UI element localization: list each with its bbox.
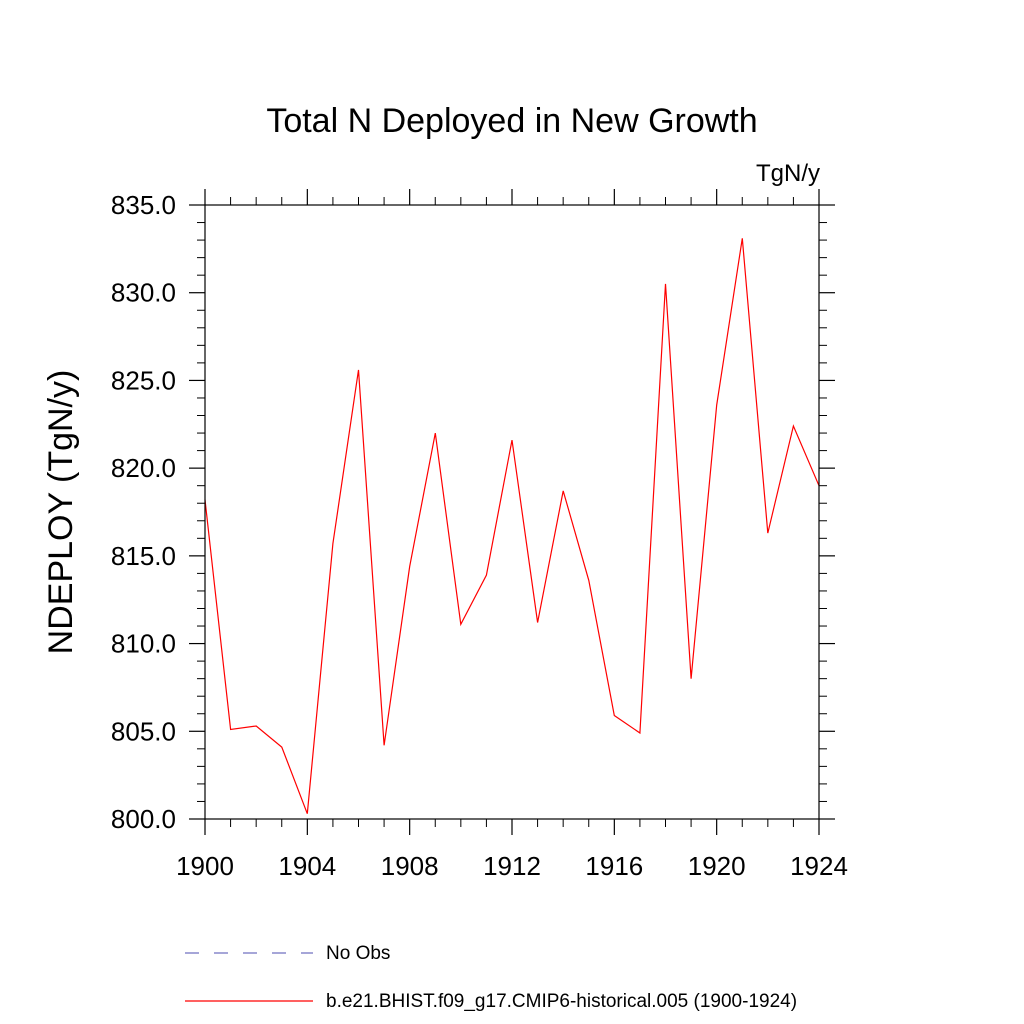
x-tick-label: 1912 <box>483 851 541 881</box>
y-tick-label: 815.0 <box>111 541 176 571</box>
series-layer <box>204 238 820 814</box>
series-line <box>204 238 820 814</box>
x-tick-label: 1920 <box>688 851 746 881</box>
x-tick-labels: 1900 1904 1908 1912 1916 1920 1924 <box>176 851 848 881</box>
x-tick-label: 1916 <box>585 851 643 881</box>
axis-ticks <box>189 189 835 835</box>
chart-title: Total N Deployed in New Growth <box>266 102 757 140</box>
y-tick-label: 820.0 <box>111 453 176 483</box>
y-tick-label: 800.0 <box>111 804 176 834</box>
legend-label-model: b.e21.BHIST.f09_g17.CMIP6-historical.005… <box>326 991 797 1012</box>
y-tick-labels: 800.0 805.0 810.0 815.0 820.0 825.0 830.0 835.0 <box>111 190 176 834</box>
x-tick-label: 1904 <box>278 851 336 881</box>
legend-label-no-obs: No Obs <box>326 943 390 964</box>
legend: No Obs b.e21.BHIST.f09_g17.CMIP6-histori… <box>185 943 797 1012</box>
x-tick-label: 1908 <box>381 851 439 881</box>
plot-frame <box>204 204 820 820</box>
units-label: TgN/y <box>756 160 820 187</box>
y-tick-label: 835.0 <box>111 190 176 220</box>
x-tick-label: 1924 <box>790 851 848 881</box>
y-tick-label: 810.0 <box>111 629 176 659</box>
y-tick-label: 825.0 <box>111 365 176 395</box>
y-tick-label: 830.0 <box>111 278 176 308</box>
y-axis-label: NDEPLOY (TgN/y) <box>42 370 80 655</box>
y-tick-label: 805.0 <box>111 716 176 746</box>
x-tick-label: 1900 <box>176 851 234 881</box>
